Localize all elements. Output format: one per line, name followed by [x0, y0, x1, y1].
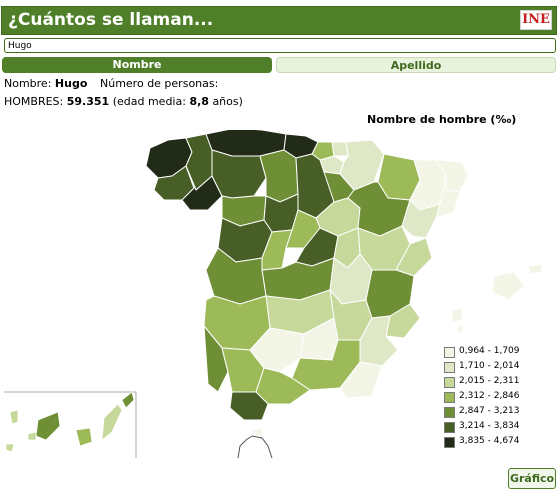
province-cadiz[interactable]	[229, 391, 269, 421]
province-castellon[interactable]	[395, 237, 433, 277]
island-gran-canaria[interactable]	[75, 427, 93, 447]
edad-unit: años)	[212, 95, 243, 108]
province-leon[interactable]	[211, 149, 267, 199]
tab-nombre[interactable]: Nombre	[2, 57, 272, 73]
legend-swatch	[444, 422, 455, 433]
province-almeria[interactable]	[339, 361, 383, 399]
island-tenerife[interactable]	[35, 411, 61, 441]
province-baleares-formentera[interactable]	[455, 325, 465, 333]
legend-swatch	[444, 437, 455, 448]
legend-label: 1,710 - 2,014	[459, 361, 520, 371]
hombres-line: HOMBRES: 59.351 (edad media: 8,8 años)	[4, 95, 243, 108]
spain-province-map[interactable]	[0, 130, 560, 465]
canarias-inset-frame	[4, 391, 137, 458]
nombre-value: Hugo	[54, 77, 88, 90]
province-baleares-menorca[interactable]	[527, 263, 543, 275]
header-bar: ¿Cuántos se llaman... INE	[1, 6, 557, 35]
island-fuerteventura[interactable]	[101, 403, 123, 441]
legend-swatch	[444, 347, 455, 358]
legend-swatch	[444, 377, 455, 388]
province-huelva[interactable]	[203, 324, 229, 393]
edad-value: 8,8	[189, 95, 209, 108]
province-baleares-mallorca[interactable]	[491, 271, 525, 301]
legend-label: 3,214 - 3,834	[459, 421, 520, 431]
nombre-label: Nombre:	[4, 77, 52, 90]
province-palencia[interactable]	[259, 149, 299, 203]
hombres-value: 59.351	[66, 95, 110, 108]
legend-label: 2,847 - 3,213	[459, 406, 520, 416]
nombre-line: Nombre: Hugo	[4, 77, 87, 90]
province-gipuzkoa[interactable]	[331, 141, 349, 157]
hombres-label: HOMBRES:	[4, 95, 64, 108]
app-title: ¿Cuántos se llaman...	[8, 10, 214, 30]
personas-label: Número de personas:	[100, 77, 219, 90]
legend-label: 3,835 - 4,674	[459, 436, 520, 446]
map-title: Nombre de hombre (‰)	[367, 113, 517, 126]
tab-apellido[interactable]: Apellido	[276, 57, 556, 73]
island-el-hierro[interactable]	[5, 443, 15, 453]
ine-logo: INE	[520, 10, 552, 30]
province-malaga[interactable]	[255, 367, 311, 405]
ceuta[interactable]	[251, 427, 263, 437]
africa-coast-outline	[237, 435, 273, 459]
legend-swatch	[444, 392, 455, 403]
legend-swatch	[444, 362, 455, 373]
island-la-palma[interactable]	[9, 409, 19, 425]
legend-label: 0,964 - 1,709	[459, 346, 520, 356]
legend-label: 2,015 - 2,311	[459, 376, 520, 386]
island-la-gomera[interactable]	[27, 431, 37, 441]
province-tarragona[interactable]	[401, 199, 441, 239]
grafico-button[interactable]: Gráfico	[508, 468, 556, 489]
name-search-input[interactable]	[4, 38, 556, 53]
island-lanzarote[interactable]	[121, 391, 135, 409]
legend-label: 2,312 - 2,846	[459, 391, 520, 401]
province-baleares-ibiza[interactable]	[451, 307, 463, 323]
edad-label: (edad media:	[112, 95, 186, 108]
legend-swatch	[444, 407, 455, 418]
